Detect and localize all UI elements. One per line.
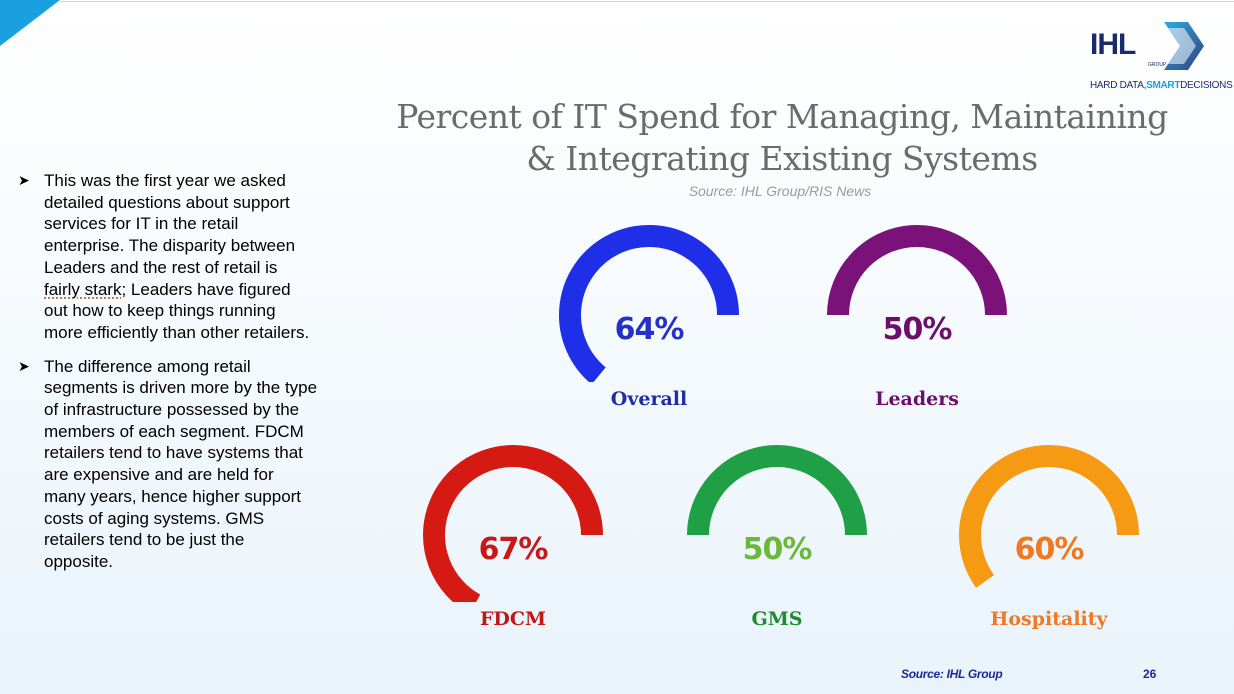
gauge-fill-leaders [827, 225, 1007, 316]
gauge-bar-gms [687, 445, 867, 536]
ihl-logo: IHL GROUP HARD DATA,SMARTDECISIONS [1088, 18, 1234, 96]
gauge-arc-hospitality [959, 445, 1139, 588]
gauge-label-overall: Overall [610, 388, 688, 410]
arrow-bullet-icon: ➤ [18, 357, 30, 374]
gauge-fill-overall [559, 225, 739, 382]
gauge-hospitality: 60% Hospitality [956, 442, 1142, 632]
gauge-fill-gms [687, 445, 867, 536]
slide-title: Percent of IT Spend for Managing, Mainta… [330, 96, 1234, 180]
bullet-item-2: ➤ The difference among retail segments i… [18, 356, 318, 571]
gauge-fill-hosp [959, 445, 1139, 588]
gauge-bar-fdcm [423, 445, 603, 602]
gauge-arc-fdcm [423, 445, 603, 602]
logo-tagline: HARD DATA,SMARTDECISIONS [1090, 80, 1233, 91]
gauge-gms: 50% GMS [684, 442, 870, 632]
bullet-list: ➤ This was the first year we asked detai… [18, 170, 318, 585]
gauge-overall: 64% Overall [556, 222, 742, 412]
gauge-label-hospitality: Hospitality [990, 608, 1108, 630]
chart-source: Source: IHL Group/RIS News [688, 183, 872, 199]
gauge-fdcm: 67% FDCM [420, 442, 606, 632]
gauge-label-gms: GMS [751, 608, 803, 630]
gauge-value-overall: 64% [614, 312, 685, 347]
arrow-bullet-icon: ➤ [18, 172, 30, 188]
gauge-fill-fdcm [423, 445, 603, 602]
bullet-item-1: ➤ This was the first year we asked detai… [18, 171, 310, 342]
title-line-1: Percent of IT Spend for Managing, Mainta… [396, 97, 1168, 136]
gauge-bar-overall [559, 225, 739, 382]
gauge-bar-hosp [959, 445, 1139, 588]
gauge-arc-overall [559, 225, 739, 382]
gauge-arc-gms [687, 445, 867, 536]
logo-wordmark: IHL [1090, 28, 1136, 61]
logo-group-text: GROUP [1148, 62, 1167, 68]
corner-accent [0, 0, 60, 46]
logo-chevron-icon [1164, 22, 1204, 70]
gauge-leaders: 50% Leaders [824, 222, 1010, 412]
gauge-value-leaders: 50% [882, 312, 953, 347]
gauge-value-fdcm: 67% [478, 532, 549, 567]
top-divider [60, 1, 1234, 2]
gauge-value-gms: 50% [742, 532, 813, 567]
gauge-bar-leaders [827, 225, 1007, 316]
title-line-2: & Integrating Existing Systems [526, 139, 1038, 178]
spell-flag-text: fairly stark [44, 279, 122, 299]
gauge-arc-leaders [827, 225, 1007, 316]
gauge-label-fdcm: FDCM [479, 608, 547, 630]
footer-source: Source: IHL Group [901, 667, 1003, 681]
gauge-value-hospitality: 60% [1014, 532, 1085, 567]
page-number: 26 [1143, 667, 1157, 681]
gauge-label-leaders: Leaders [875, 388, 959, 410]
